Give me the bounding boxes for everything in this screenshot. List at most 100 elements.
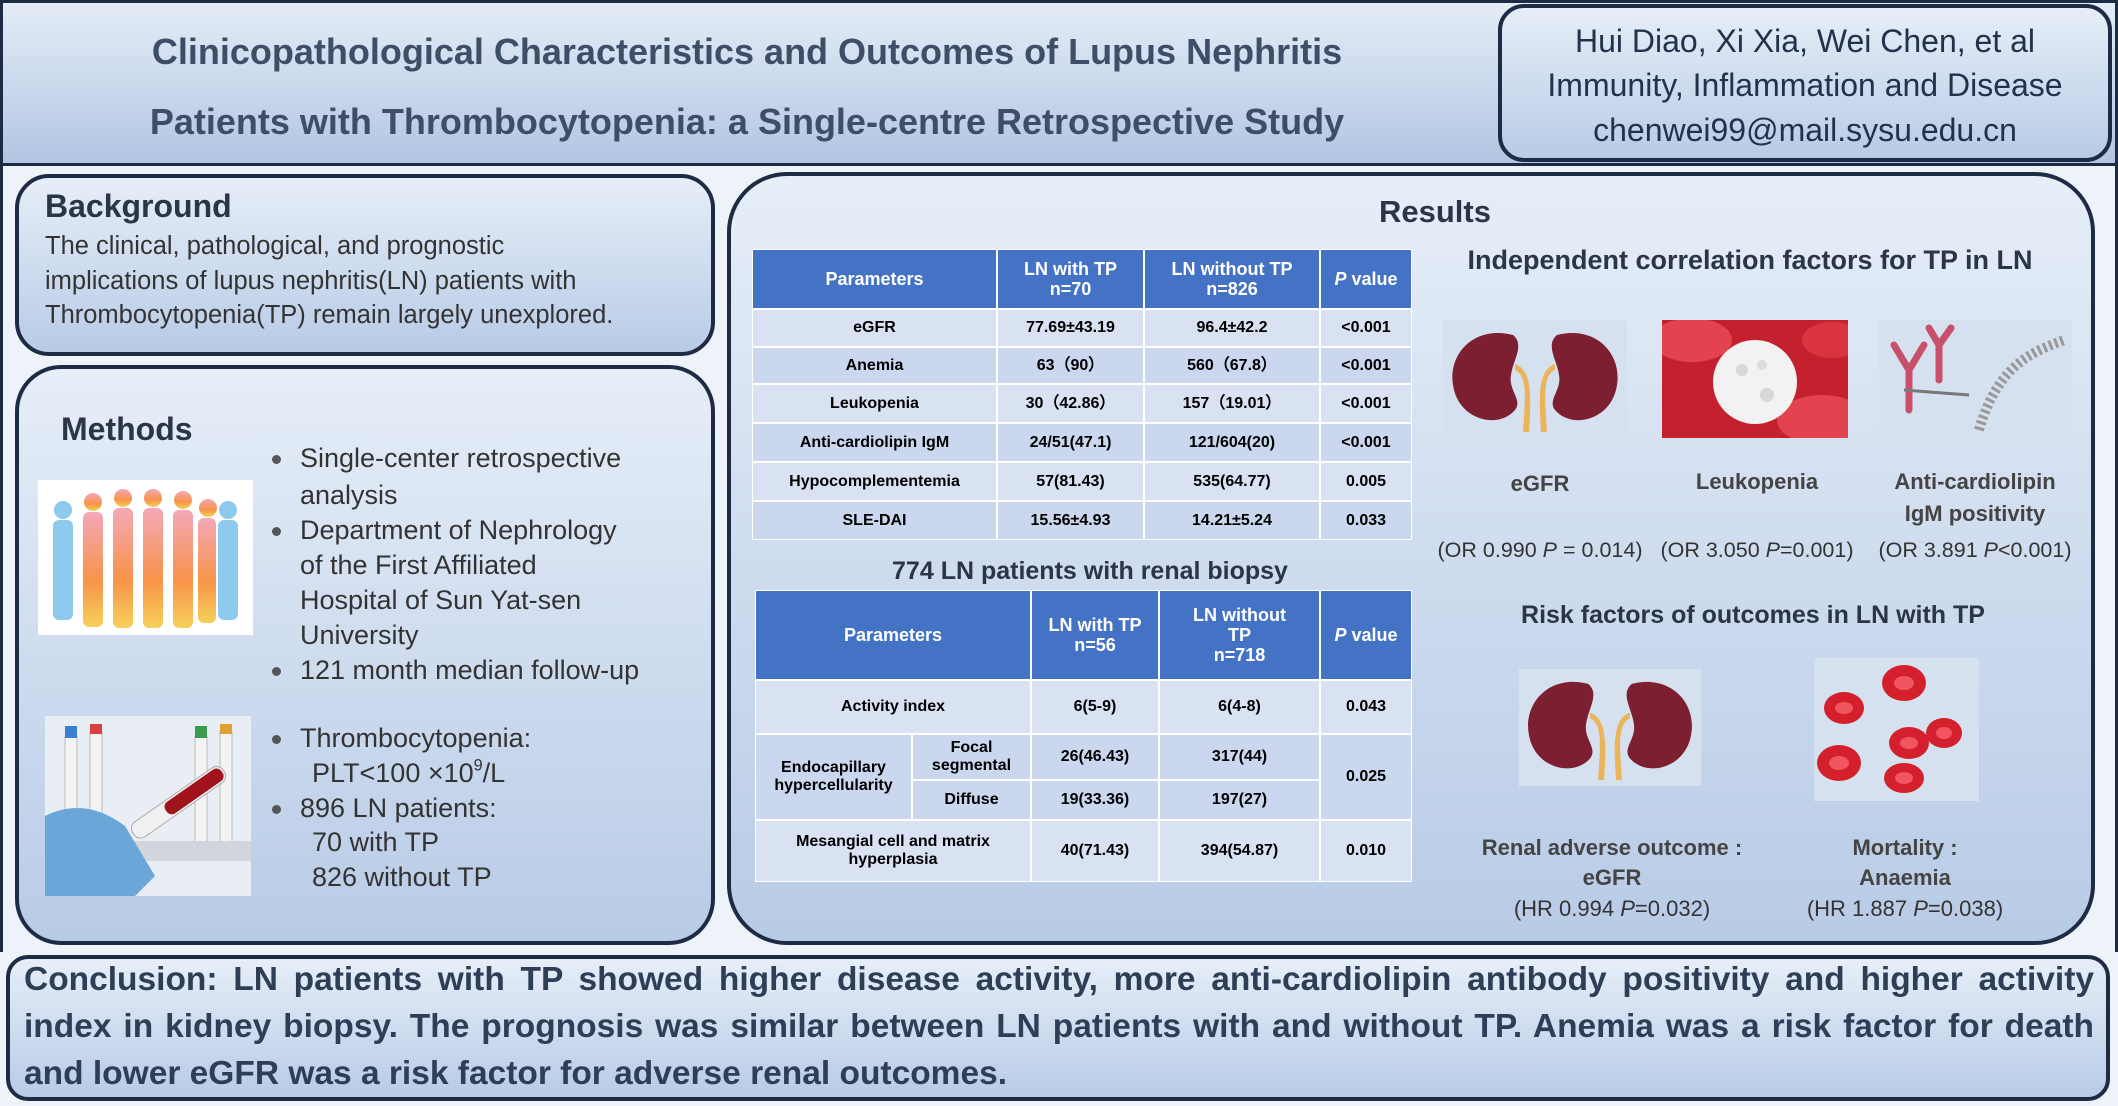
- table-cell: Hypocomplementemia: [752, 462, 997, 501]
- factor-label: Leukopenia: [1637, 468, 1877, 497]
- text: (OR 3.050: [1660, 538, 1766, 563]
- text: 14.21±5.24: [1192, 511, 1272, 529]
- header-cell: LN with TP n=56: [1031, 590, 1159, 680]
- factor-stat: (OR 3.050 P=0.001): [1637, 537, 1877, 565]
- bullet: [272, 455, 281, 464]
- text: eGFR: [1510, 470, 1570, 496]
- table-cell: 0.033: [1320, 501, 1412, 540]
- cell-line: eGFR: [853, 319, 896, 337]
- text: n=718: [1213, 645, 1266, 666]
- risk-label: Mortality :: [1715, 834, 2095, 863]
- text: hypercellularity: [774, 777, 893, 794]
- text: 121/604(20): [1188, 433, 1276, 451]
- cell-line: TP: [1228, 625, 1251, 645]
- text: P: [1765, 538, 1780, 563]
- cell-line: 19(33.36): [1061, 791, 1130, 809]
- text: Hui Diao, Xi Xia, Wei Chen, et al: [1574, 23, 2036, 60]
- text: Anaemia: [1859, 864, 1951, 890]
- table-cell: 40(71.43): [1031, 820, 1159, 882]
- cell-line: 0.025: [1346, 768, 1386, 786]
- text: 774 LN patients with renal biopsy: [892, 556, 1288, 585]
- cell-line: 63（90）: [1037, 357, 1105, 375]
- table-cell: 157（19.01）: [1144, 384, 1320, 423]
- text: (OR 3.891: [1878, 538, 1984, 563]
- text: 0.033: [1345, 511, 1387, 529]
- kidney-image: [1443, 320, 1627, 438]
- table-cell: 197(27): [1159, 780, 1320, 820]
- bullet-line: analysis: [300, 478, 398, 513]
- cell-line: 0.010: [1346, 842, 1386, 860]
- text: 535(64.77): [1193, 472, 1271, 490]
- cell-line: Leukopenia: [830, 395, 919, 413]
- text: Focal: [950, 739, 993, 757]
- subsection-title: Independent correlation factors for TP i…: [1400, 243, 2100, 278]
- text: Thrombocytopenia(TP) remain largely unex…: [45, 301, 614, 330]
- text: 0.043: [1345, 698, 1387, 716]
- cell-line: LN with TP: [1049, 615, 1142, 635]
- text: 70 with TP: [312, 827, 440, 858]
- text: 57(81.43): [1036, 472, 1105, 490]
- table-cell: 19(33.36): [1031, 780, 1159, 820]
- cell-line: 6(4-8): [1218, 698, 1261, 716]
- text: Thrombocytopenia:: [300, 723, 532, 754]
- text: of the First Affiliated: [300, 550, 537, 581]
- text: 157（19.01）: [1182, 394, 1282, 412]
- text: 96.4±42.2: [1196, 319, 1268, 337]
- text: value: [1346, 624, 1398, 645]
- factor-stat: (OR 0.990 P = 0.014): [1420, 537, 1660, 565]
- text: analysis: [300, 480, 398, 511]
- text: Anemia: [845, 356, 904, 374]
- text: Department of Nephrology: [300, 515, 617, 546]
- table-cell: 77.69±43.19: [997, 309, 1144, 347]
- text: Renal adverse outcome :: [1481, 834, 1743, 860]
- table-cell: 394(54.87): [1159, 820, 1320, 882]
- cell-line: <0.001: [1341, 395, 1390, 413]
- text: Mesangial cell and matrix: [796, 833, 990, 851]
- text: Background: [45, 188, 232, 225]
- text: LN with TP: [1048, 614, 1142, 635]
- table-cell: 560（67.8）: [1144, 347, 1320, 384]
- text: 826 without TP: [312, 862, 492, 893]
- table-cell: Leukopenia: [752, 384, 997, 423]
- table-cell: SLE-DAI: [752, 501, 997, 540]
- bullet-line: PLT<100 ×109/L: [312, 756, 505, 791]
- table-cell: 317(44): [1159, 734, 1320, 780]
- text: 24/51(47.1): [1029, 433, 1112, 451]
- cell-line: Focal: [951, 739, 993, 757]
- paragraph-line: The clinical, pathological, and prognost…: [45, 230, 504, 263]
- white-cell-image: [1662, 320, 1848, 438]
- text: Results: [1379, 193, 1491, 229]
- cell-line: LN without TP: [1172, 259, 1293, 279]
- cell-line: Endocapillary: [781, 759, 886, 777]
- text: 317(44): [1211, 748, 1268, 766]
- risk-label: eGFR: [1422, 864, 1802, 893]
- cell-line: 197(27): [1212, 791, 1267, 809]
- factor-label: IgM positivity: [1855, 500, 2095, 529]
- header-cell: Parameters: [752, 249, 997, 309]
- background-box: [15, 174, 715, 356]
- factor-stat: (OR 3.891 P<0.001): [1855, 537, 2095, 565]
- table-cell: 96.4±42.2: [1144, 309, 1320, 347]
- bullet-line: of the First Affiliated: [300, 548, 537, 583]
- section-heading: Methods: [61, 409, 193, 451]
- cell-line: Activity index: [841, 698, 945, 716]
- text: 560（67.8）: [1187, 356, 1277, 374]
- superscript: 9: [473, 757, 483, 776]
- red-cells-image: [1814, 658, 1979, 801]
- cell-line: 57(81.43): [1036, 473, 1105, 491]
- table-cell: 0.005: [1320, 462, 1412, 501]
- cell-line: 6(5-9): [1074, 698, 1117, 716]
- cell-line: 15.56±4.93: [1031, 512, 1111, 530]
- text: (OR 0.990: [1437, 538, 1543, 563]
- header-cell: P value: [1320, 590, 1412, 680]
- text: eGFR: [853, 319, 896, 337]
- author-line: Hui Diao, Xi Xia, Wei Chen, et al: [1500, 21, 2110, 63]
- table-cell: Diffuse: [912, 780, 1031, 820]
- cell-line: 560（67.8）: [1187, 357, 1277, 375]
- cell-line: <0.001: [1341, 357, 1390, 375]
- subsection-title: Risk factors of outcomes in LN with TP: [1403, 599, 2103, 632]
- factor-label: Anti-cardiolipin: [1855, 468, 2095, 497]
- text: 0.005: [1345, 472, 1387, 490]
- text: Methods: [61, 411, 193, 448]
